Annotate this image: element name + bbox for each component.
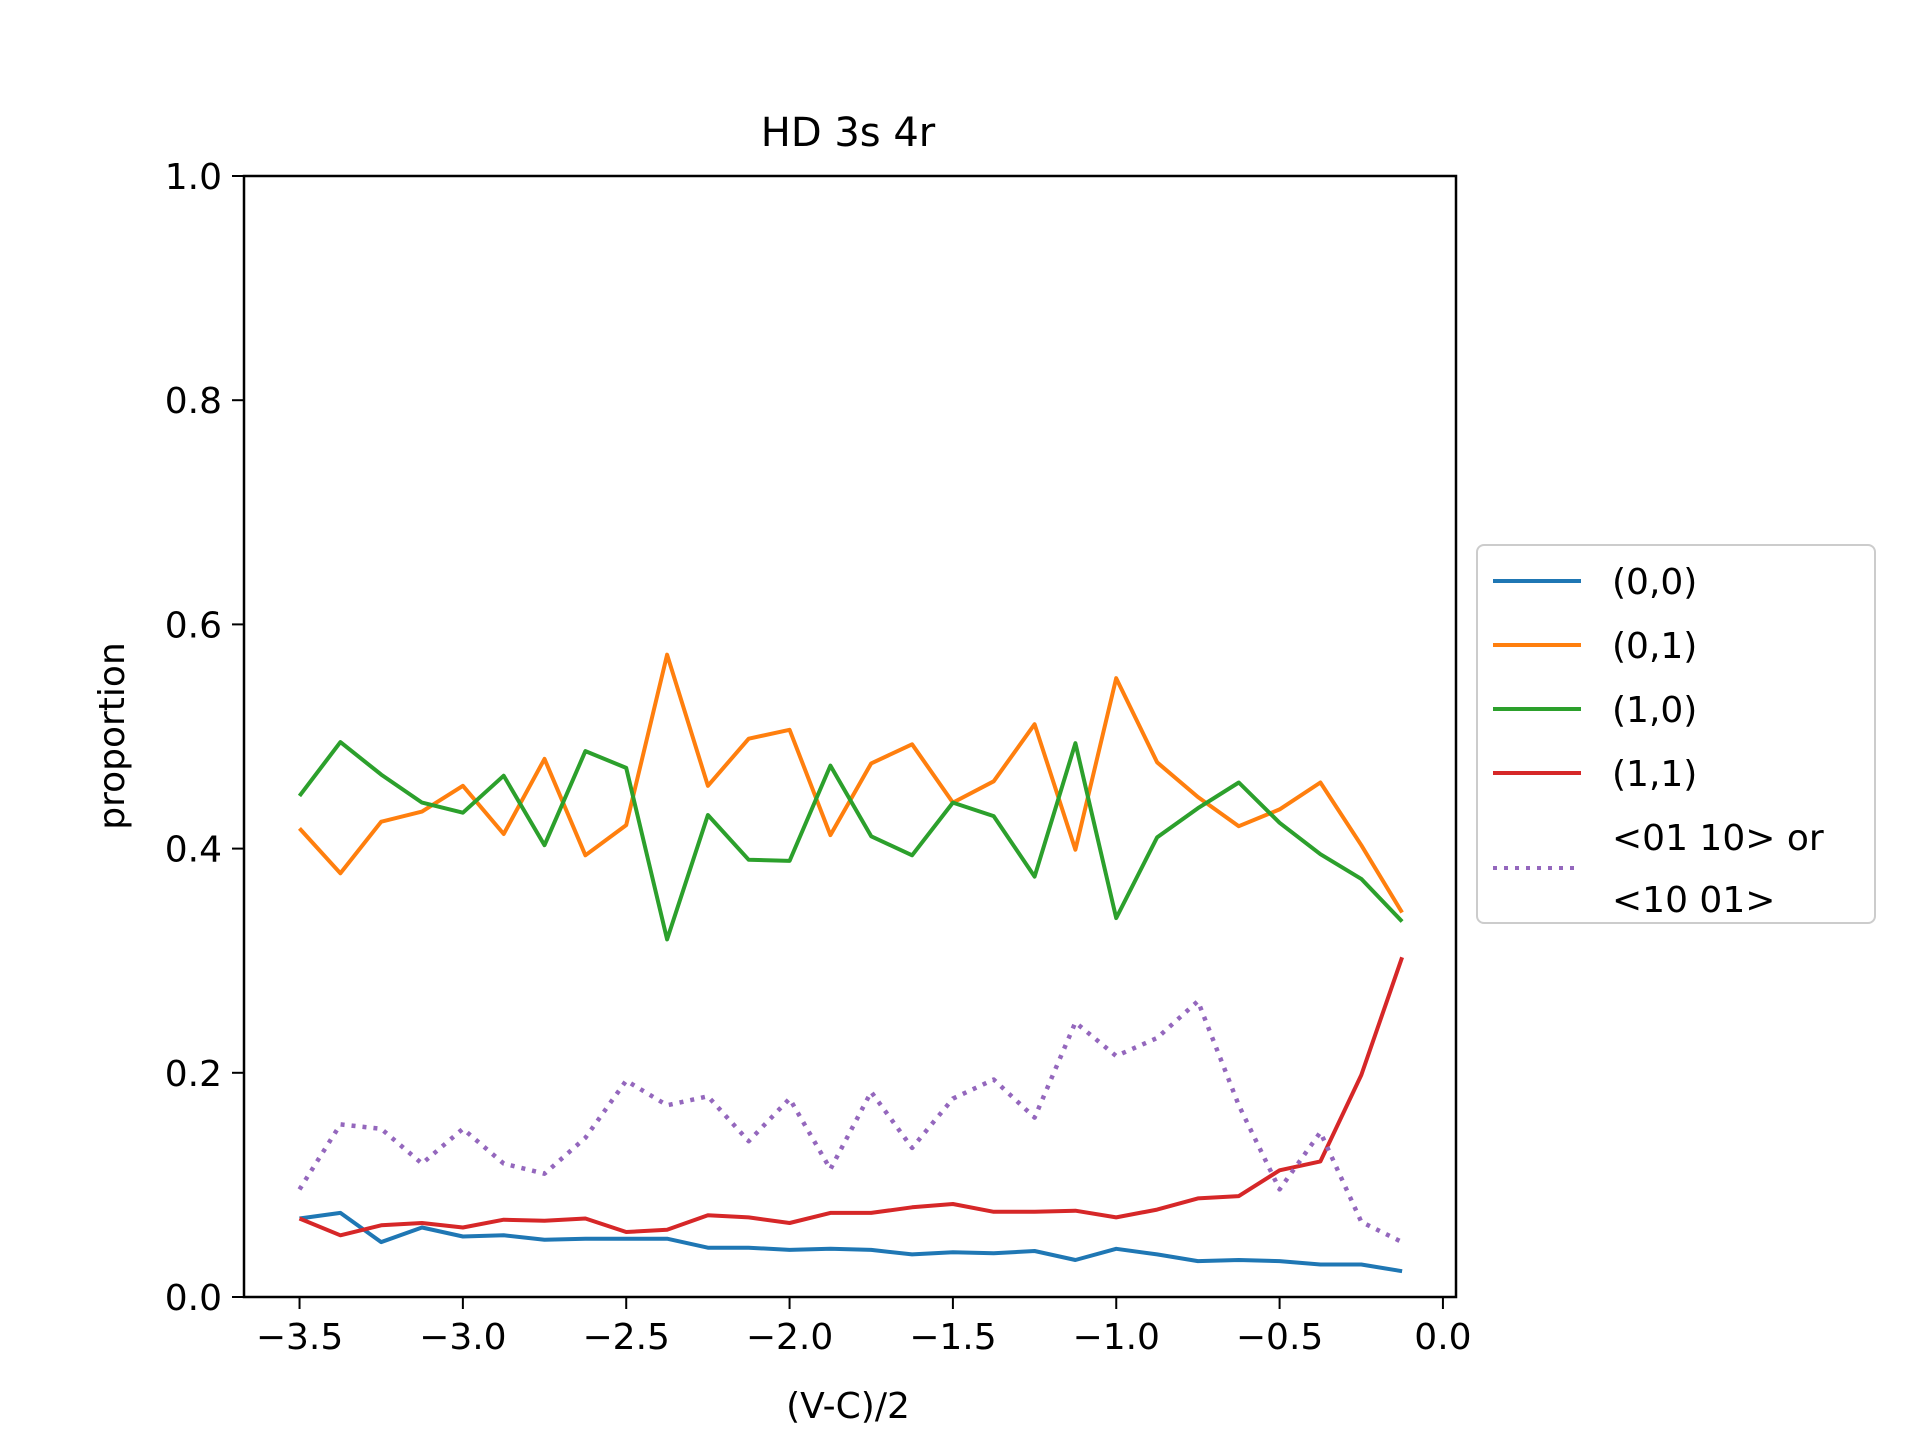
y-tick-label: 0.0 xyxy=(165,1278,222,1319)
series-line-0 xyxy=(299,1210,1403,1274)
y-tick-label: 0.4 xyxy=(165,830,222,871)
y-tick-label: 0.8 xyxy=(165,381,222,422)
legend-label-1: (0,1) xyxy=(1612,626,1697,667)
legend-label-0: (0,0) xyxy=(1612,562,1697,603)
y-tick-label: 1.0 xyxy=(165,157,222,198)
legend-box xyxy=(1476,544,1876,924)
plot-frame xyxy=(242,174,1458,1299)
series-line-2 xyxy=(297,740,1404,942)
chart-title: HD 3s 4r xyxy=(761,110,936,156)
legend-label-4: <10 01> xyxy=(1612,880,1775,921)
x-axis-label: (V-C)/2 xyxy=(786,1386,910,1427)
x-tick-label: −1.5 xyxy=(909,1317,996,1358)
x-tick-label: −1.0 xyxy=(1073,1317,1160,1358)
series-line-3 xyxy=(298,956,1404,1238)
plot-area xyxy=(244,176,1456,1297)
legend-label-2: (1,0) xyxy=(1612,690,1697,731)
legend-label-3: (1,1) xyxy=(1612,754,1697,795)
x-tick-label: −2.0 xyxy=(746,1317,833,1358)
x-axis: −3.5 −3.0 −2.5 −2.0 −1.5 −1.0 −0.5 0.0 xyxy=(256,1297,1472,1358)
x-tick-label: −2.5 xyxy=(583,1317,670,1358)
x-tick-label: 0.0 xyxy=(1414,1317,1471,1358)
y-axis: 0.0 0.2 0.4 0.6 0.8 1.0 xyxy=(165,157,244,1319)
y-axis-label: proportion xyxy=(92,642,133,830)
legend: (0,0) (0,1) (1,0) (1,1) <01 10> or <10 01> xyxy=(1476,544,1876,924)
series-layer xyxy=(297,652,1404,1274)
y-tick-label: 0.2 xyxy=(165,1054,222,1095)
x-tick-label: −3.5 xyxy=(256,1317,343,1358)
y-tick-label: 0.6 xyxy=(165,605,222,646)
x-tick-label: −0.5 xyxy=(1236,1317,1323,1358)
x-tick-label: −3.0 xyxy=(419,1317,506,1358)
legend-label-4: <01 10> or xyxy=(1612,818,1824,859)
